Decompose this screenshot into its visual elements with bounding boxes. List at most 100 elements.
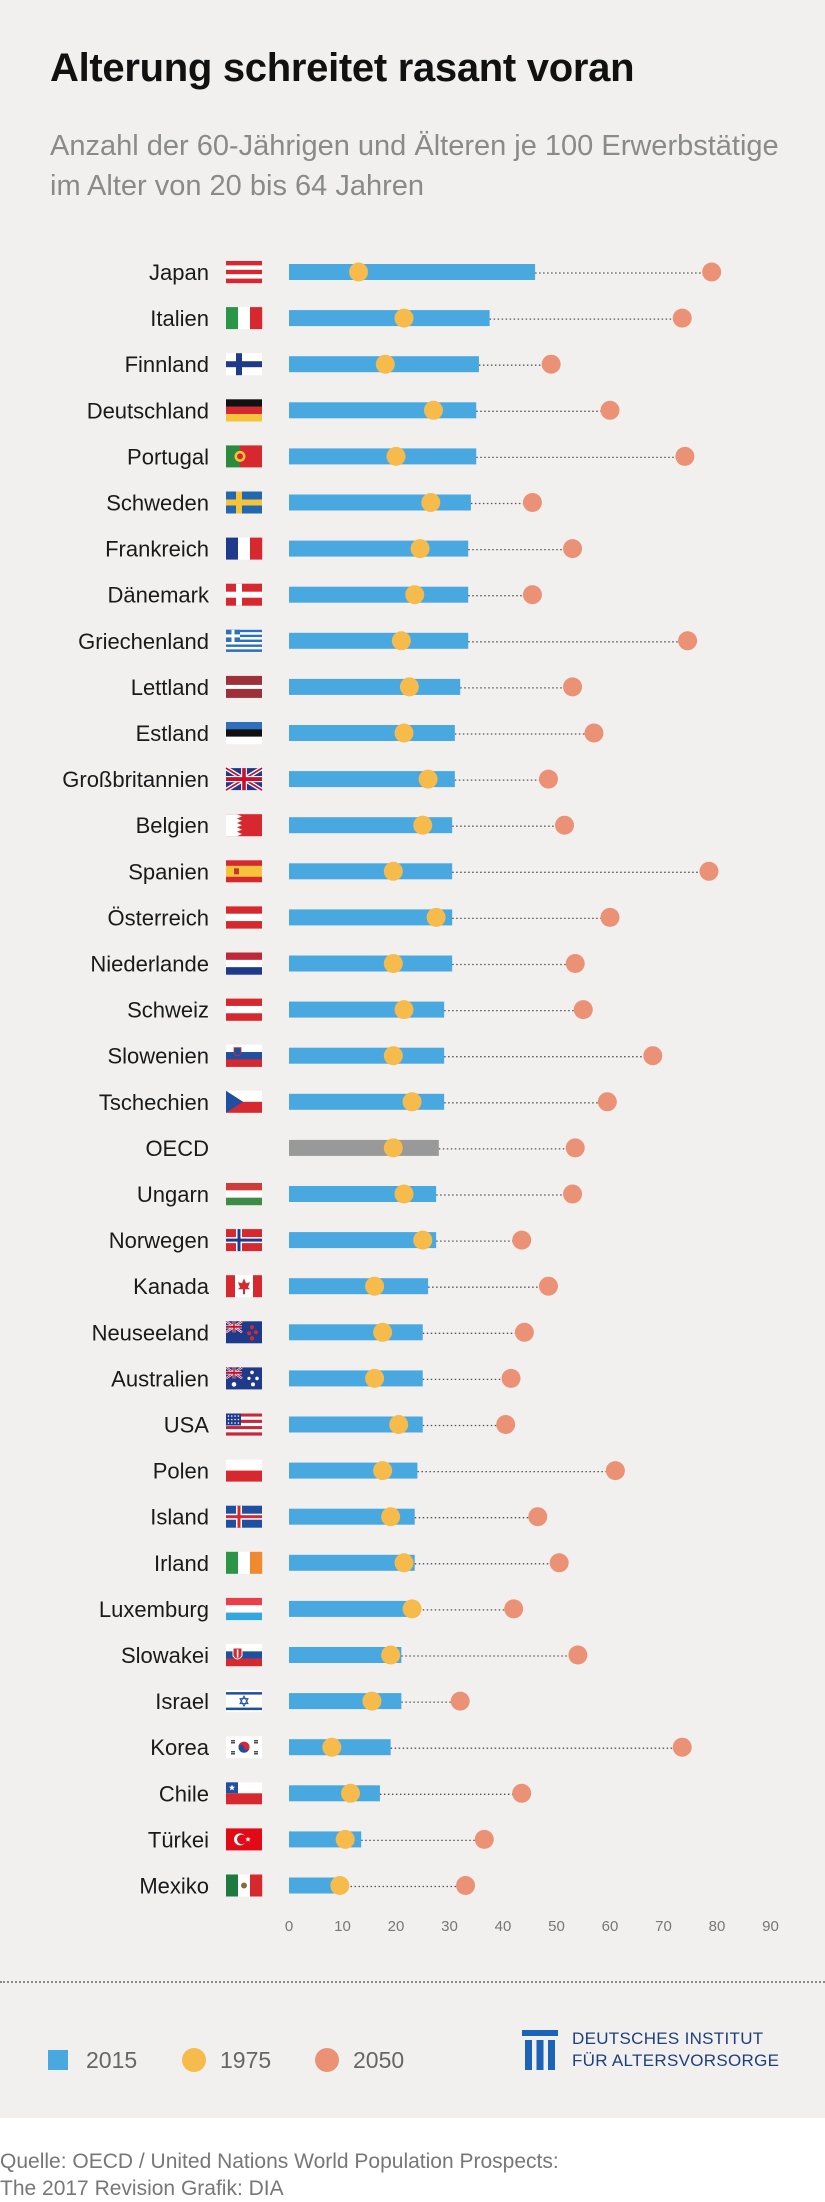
chart-row-schweden: Schweden (106, 491, 542, 516)
dot-2050 (522, 493, 542, 512)
bar-2015 (289, 310, 490, 327)
dot-2050 (573, 1000, 593, 1020)
dot-1975 (322, 1737, 342, 1757)
x-tick-label: 70 (655, 1918, 672, 1935)
bar-2015 (289, 955, 453, 972)
dot-2050 (563, 1184, 583, 1204)
dot-2050 (600, 907, 620, 927)
row-label: Neuseeland (92, 1320, 209, 1345)
source-line-2: The 2017 Revision Grafik: DIA (0, 2177, 284, 2200)
row-label: Italien (150, 306, 209, 331)
bar-2015 (289, 494, 471, 511)
dot-1975 (421, 493, 441, 512)
logo-line-1: DEUTSCHES INSTITUT (572, 2029, 764, 2048)
bar-2015 (289, 1232, 437, 1249)
row-label: USA (164, 1413, 210, 1438)
dot-1975 (394, 308, 414, 328)
row-label: Niederlande (90, 952, 209, 977)
chart-row-usa: USA (164, 1413, 516, 1438)
dot-2050 (568, 1645, 588, 1665)
bar-2015 (289, 264, 536, 280)
dot-2050 (699, 861, 719, 881)
legend-label-1975: 1975 (220, 2047, 272, 2073)
row-label: Polen (153, 1459, 209, 1484)
flag-mexico-icon (226, 1874, 263, 1897)
bar-2015 (289, 1785, 380, 1802)
dot-1975 (394, 1553, 414, 1573)
chart-row-niederlande: Niederlande (90, 952, 585, 977)
dot-1975 (394, 1184, 414, 1204)
row-label: Belgien (136, 813, 209, 838)
chart-row-österreich: Österreich (108, 905, 620, 930)
row-label: Korea (150, 1735, 209, 1760)
dot-1975 (405, 585, 425, 605)
x-tick-label: 40 (495, 1918, 512, 1935)
flag-france-icon (226, 537, 263, 560)
flag-latvia-icon (226, 675, 262, 698)
row-label: Portugal (127, 444, 209, 469)
chart-row-slowakei: Slowakei (121, 1643, 588, 1668)
dot-2050 (563, 539, 583, 559)
chart-row-korea: Korea (150, 1735, 692, 1760)
bar-2015 (289, 1462, 418, 1479)
flag-korea-icon (226, 1736, 262, 1759)
source-note: Quelle: OECD / United Nations World Popu… (0, 2148, 825, 2202)
dot-1975 (410, 539, 430, 559)
flag-usa-icon (226, 1413, 262, 1436)
flag-uk-icon (224, 766, 264, 792)
dot-1975 (375, 354, 395, 374)
dot-2050 (555, 815, 575, 835)
flag-spain-icon (226, 860, 262, 883)
dot-2050 (456, 1876, 476, 1895)
flag-chile-icon (226, 1782, 262, 1805)
dot-1975 (418, 769, 438, 789)
chart-row-japan: Japan (149, 260, 722, 285)
row-label: Spanien (128, 859, 209, 884)
chart-row-spanien: Spanien (128, 859, 719, 884)
chart-row-estland: Estland (136, 721, 604, 746)
chart-row-finnland: Finnland (125, 352, 561, 377)
bar-2015 (289, 863, 453, 880)
bar-2015 (289, 1370, 423, 1387)
dia-logo-text: DEUTSCHES INSTITUT FÜR ALTERSVORSORGE (572, 2028, 812, 2072)
dot-1975 (383, 1138, 403, 1158)
row-label: Slowenien (107, 1044, 209, 1069)
row-label: Luxemburg (99, 1597, 209, 1622)
bar-2015 (289, 1600, 407, 1617)
x-tick-label: 50 (548, 1918, 565, 1935)
flag-turkey-icon (226, 1828, 262, 1851)
dot-1975 (373, 1322, 393, 1342)
row-label: Island (150, 1505, 209, 1530)
row-label: Schweiz (127, 998, 209, 1023)
dot-2050 (538, 769, 558, 789)
bar-2015 (289, 1047, 445, 1064)
dot-1975 (330, 1876, 350, 1895)
chart-row-tschechien: Tschechien (99, 1090, 617, 1115)
flag-japan-icon (226, 261, 262, 284)
dot-2050 (501, 1368, 521, 1388)
flag-finland-icon (226, 353, 262, 376)
dot-2050 (522, 585, 542, 605)
dot-1975 (335, 1829, 355, 1849)
chart-row-oecd: OECD (145, 1136, 585, 1161)
chart-row-irland: Irland (154, 1551, 569, 1576)
row-label: Mexiko (139, 1874, 209, 1899)
row-label: Finnland (125, 352, 209, 377)
row-label: Tschechien (99, 1090, 209, 1115)
chart-row-israel: Israel (155, 1689, 470, 1714)
dot-2050 (600, 400, 620, 420)
row-label: Ungarn (137, 1182, 209, 1207)
dot-2050 (474, 1829, 494, 1849)
chart-row-frankreich: Frankreich (105, 537, 583, 562)
row-label: OECD (145, 1136, 209, 1161)
flag-sweden-icon (226, 491, 262, 514)
bar-2015 (289, 771, 455, 788)
chart-subtitle: Anzahl der 60-Jährigen und Älteren je 10… (50, 130, 779, 202)
row-label: Slowakei (121, 1643, 209, 1668)
row-label: Kanada (133, 1274, 210, 1299)
dot-1975 (349, 262, 369, 282)
x-tick-label: 30 (441, 1918, 458, 1935)
dot-1975 (394, 1000, 414, 1020)
dot-2050 (672, 1737, 692, 1757)
chart-row-deutschland: Deutschland (87, 398, 620, 423)
